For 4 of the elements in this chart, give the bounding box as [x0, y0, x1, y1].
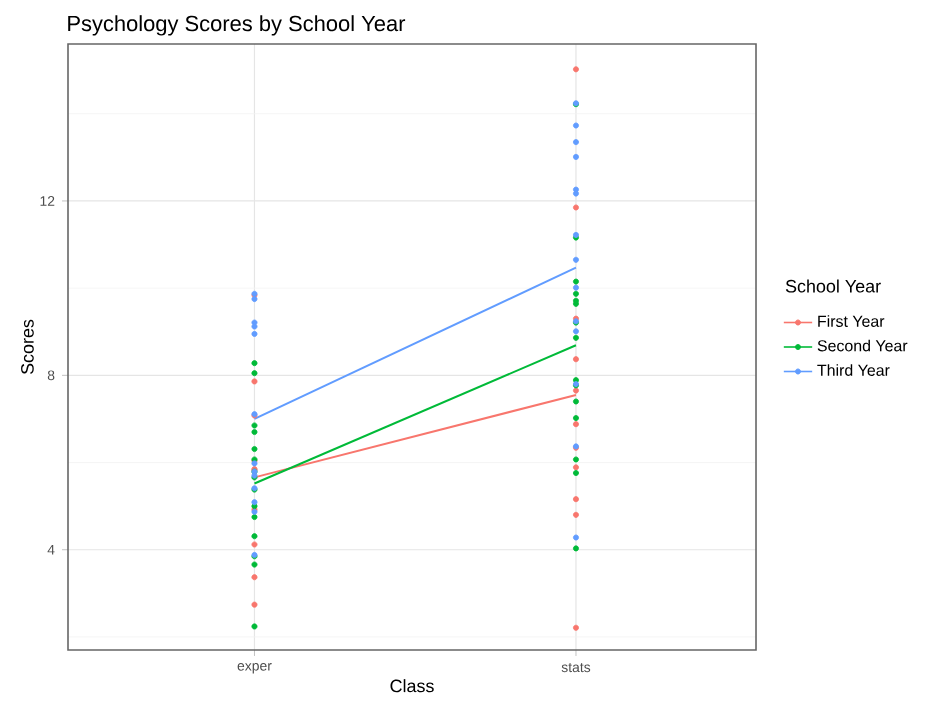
y-axis-title: Scores: [21, 319, 34, 375]
chart-title: Psychology Scores by School Year: [68, 15, 406, 36]
legend-title: School Year: [785, 279, 881, 293]
x-axis-title: Class: [390, 679, 434, 693]
